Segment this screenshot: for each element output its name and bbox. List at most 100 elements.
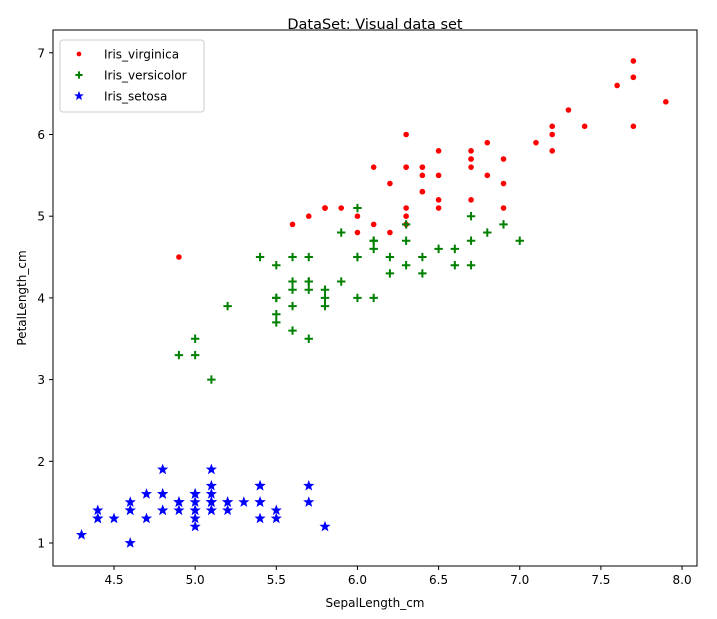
data-point [270,504,282,516]
data-point [157,504,169,516]
data-point [369,236,378,245]
y-tick-label: 5 [37,210,45,224]
x-tick-label: 8.0 [673,573,692,587]
data-point [322,205,328,211]
data-point [288,326,297,335]
data-point [338,205,345,211]
data-point [289,221,296,228]
data-point [419,172,426,179]
series-iris-virginica [176,58,669,260]
data-point [222,496,234,507]
y-tick-label: 1 [37,537,45,551]
x-tick-label: 5.0 [186,573,205,587]
y-tick-label: 3 [37,373,45,387]
data-point [403,205,409,211]
data-point [533,139,539,146]
data-point [304,277,313,286]
data-point [500,205,507,211]
legend-label: Iris_setosa [104,90,167,104]
data-point [205,496,217,507]
data-point [354,229,361,236]
data-point [353,252,362,262]
data-point [353,203,362,213]
data-point [303,479,315,491]
data-point [272,293,281,303]
data-point [450,261,460,270]
data-point [190,350,200,360]
data-point [288,285,297,294]
data-point [288,301,297,311]
data-point [565,107,572,113]
legend: Iris_virginica Iris_versicolor Iris_setosa [59,39,205,113]
data-point [108,512,120,524]
series-iris-setosa [75,463,331,548]
data-point [157,463,169,475]
data-point [304,285,313,294]
x-tick-label: 5.5 [267,573,286,587]
data-point [238,496,250,507]
data-point [434,244,443,254]
data-point [189,504,201,516]
data-point [320,293,330,303]
data-point [468,197,474,203]
data-point [401,261,411,270]
data-point [370,164,377,170]
data-point [254,512,266,524]
data-point [205,504,217,516]
data-point [500,156,507,162]
data-point [484,172,491,179]
legend-item: Iris_versicolor [75,69,187,83]
data-point [272,310,281,319]
data-point [205,479,217,491]
data-point [468,148,474,154]
data-point [435,172,442,179]
plus-marker-icon [75,71,83,79]
data-point [255,252,265,262]
data-point [288,277,297,286]
star-marker-icon [74,90,84,101]
data-point [354,213,361,219]
data-point [500,180,507,187]
data-point [450,244,460,254]
legend-item: Iris_virginica [76,48,179,62]
y-tick-label: 6 [37,128,45,142]
data-point [270,512,282,524]
data-point [401,220,411,229]
data-point [353,293,362,303]
data-point [254,496,266,507]
data-point [189,496,201,507]
data-point [515,236,524,245]
data-point [468,156,474,162]
data-point [581,123,588,130]
data-point [190,334,200,343]
y-axis-label: PetalLength_cm [15,250,29,345]
data-point [549,148,556,154]
data-point [418,269,427,278]
y-tick-label: 2 [37,455,45,469]
data-point [124,537,136,548]
data-point [303,496,315,507]
x-tick-label: 4.5 [104,573,123,587]
data-point [499,220,508,229]
data-point [484,139,491,146]
y-tick-label: 4 [37,291,45,305]
data-point [337,228,346,237]
data-point [304,334,313,343]
data-point [272,261,281,270]
data-point [173,504,185,516]
data-point [75,528,88,540]
data-point [419,188,426,195]
data-points [75,58,669,548]
data-point [549,123,556,130]
data-point [92,504,104,516]
data-point [174,350,184,360]
data-point [205,488,217,499]
legend-label: Iris_virginica [104,48,179,62]
data-point [385,252,395,262]
data-point [435,197,442,203]
data-point [140,512,153,524]
y-tick-label: 7 [37,46,45,60]
data-point [173,496,185,507]
data-point [189,512,201,524]
